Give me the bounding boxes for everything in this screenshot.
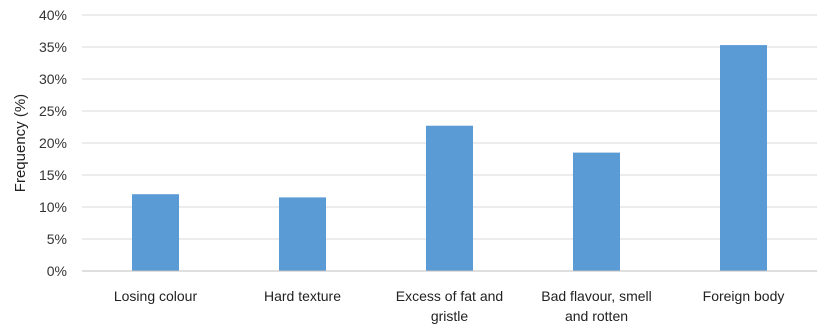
x-category-label: Bad flavour, smell and rotten	[541, 288, 652, 324]
y-tick-label: 15%	[39, 167, 67, 183]
y-tick-label: 35%	[39, 39, 67, 55]
x-category-label: Losing colour	[114, 288, 198, 304]
x-category-label: Hard texture	[264, 288, 341, 304]
bar	[132, 194, 179, 271]
bar	[426, 125, 473, 271]
y-axis-tick-labels: 0% 5% 10% 15% 20% 25% 30% 35% 40%	[39, 7, 67, 279]
bar	[279, 197, 326, 271]
x-category-label: Excess of fat and gristle	[396, 288, 503, 324]
bars	[132, 45, 767, 271]
x-axis-category-labels: Losing colour Hard texture Excess of fat a…	[114, 288, 785, 324]
x-category-label: Foreign body	[703, 288, 785, 304]
y-tick-label: 10%	[39, 199, 67, 215]
bar	[573, 152, 620, 271]
y-tick-label: 40%	[39, 7, 67, 23]
y-tick-label: 30%	[39, 71, 67, 87]
y-axis-title: Frequency (%)	[12, 94, 29, 192]
y-tick-label: 0%	[47, 263, 67, 279]
y-tick-label: 25%	[39, 103, 67, 119]
y-tick-label: 5%	[47, 231, 67, 247]
y-tick-label: 20%	[39, 135, 67, 151]
bar	[720, 45, 767, 271]
